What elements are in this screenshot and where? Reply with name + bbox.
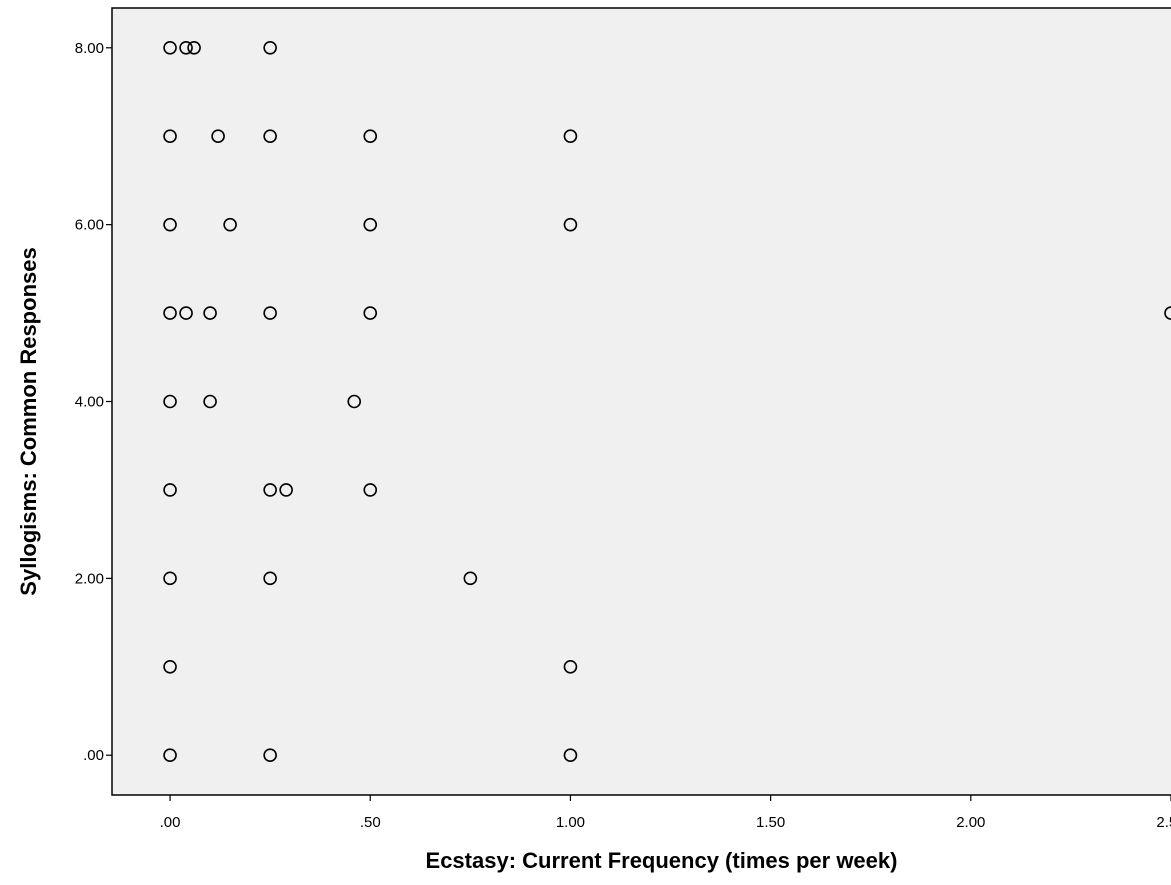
data-point bbox=[563, 748, 578, 763]
data-point bbox=[203, 306, 217, 320]
data-point bbox=[163, 659, 177, 674]
data-point bbox=[463, 571, 478, 586]
data-point bbox=[263, 571, 277, 586]
data-point bbox=[263, 748, 277, 763]
data-point bbox=[203, 394, 217, 409]
data-point bbox=[279, 483, 293, 497]
data-point bbox=[263, 129, 277, 144]
data-point bbox=[179, 306, 193, 320]
data-point bbox=[263, 483, 277, 497]
data-points bbox=[163, 40, 1171, 763]
x-axis-title: Ecstasy: Current Frequency (times per we… bbox=[426, 848, 898, 873]
data-point bbox=[563, 659, 578, 674]
data-point bbox=[363, 483, 378, 497]
data-point bbox=[363, 306, 378, 320]
data-point bbox=[263, 40, 277, 55]
plot-area bbox=[111, 7, 1171, 796]
y-tick-label: 2.00 bbox=[75, 570, 104, 587]
data-point bbox=[263, 306, 277, 320]
data-point bbox=[163, 748, 177, 763]
data-point bbox=[363, 129, 378, 144]
x-tick-label: .50 bbox=[360, 814, 381, 831]
data-point bbox=[163, 306, 177, 320]
x-tick-label: 2.00 bbox=[956, 814, 985, 831]
data-point bbox=[223, 217, 237, 232]
data-point bbox=[187, 40, 201, 55]
x-tick-label: 1.00 bbox=[556, 814, 585, 831]
data-point bbox=[163, 483, 177, 497]
data-point bbox=[347, 394, 362, 409]
data-point bbox=[163, 571, 177, 586]
data-point bbox=[563, 217, 578, 232]
data-point bbox=[363, 217, 378, 232]
x-tick-label: 1.50 bbox=[756, 814, 785, 831]
data-point bbox=[163, 40, 177, 55]
y-axis-title: Syllogisms: Common Responses bbox=[16, 247, 41, 595]
x-tick-label: 2.50 bbox=[1156, 814, 1171, 831]
data-point bbox=[211, 129, 225, 144]
data-point bbox=[179, 40, 193, 55]
y-tick-label: 8.00 bbox=[75, 40, 104, 57]
y-tick-label: .00 bbox=[83, 747, 104, 764]
y-axis: .00 2.00 4.00 6.00 8.00 bbox=[75, 40, 112, 764]
data-point bbox=[163, 217, 177, 232]
data-point bbox=[163, 394, 177, 409]
x-tick-label: .00 bbox=[160, 814, 181, 831]
data-point bbox=[163, 129, 177, 144]
data-point bbox=[1164, 306, 1171, 320]
data-point bbox=[563, 129, 578, 144]
x-axis: .00 .50 1.00 1.50 2.00 2.50 bbox=[160, 795, 1171, 831]
y-tick-label: 6.00 bbox=[75, 217, 104, 234]
y-tick-label: 4.00 bbox=[75, 394, 104, 411]
